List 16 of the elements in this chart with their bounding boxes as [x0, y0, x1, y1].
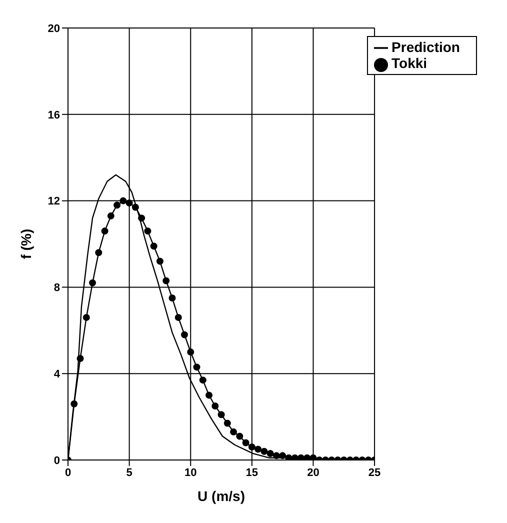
legend-label: Tokki: [392, 55, 428, 72]
y-tick-label: 8: [54, 282, 60, 294]
y-tick-label: 0: [54, 454, 60, 467]
x-tick-label: 10: [184, 466, 197, 479]
x-tick-label: 0: [64, 466, 72, 479]
x-axis-title: U (m/s): [198, 488, 245, 504]
y-tick-label: 4: [54, 368, 61, 381]
y-tick-label: 12: [48, 196, 60, 208]
y-axis-title: f (%): [18, 228, 34, 260]
legend-label: Prediction: [392, 39, 460, 55]
y-tick-label: 16: [48, 109, 60, 122]
x-tick-label: 20: [307, 466, 320, 479]
x-tick-label: 5: [126, 466, 132, 479]
x-tick-label: 15: [246, 466, 258, 479]
x-tick-label: 25: [368, 466, 381, 479]
y-tick-label: 20: [48, 22, 60, 35]
